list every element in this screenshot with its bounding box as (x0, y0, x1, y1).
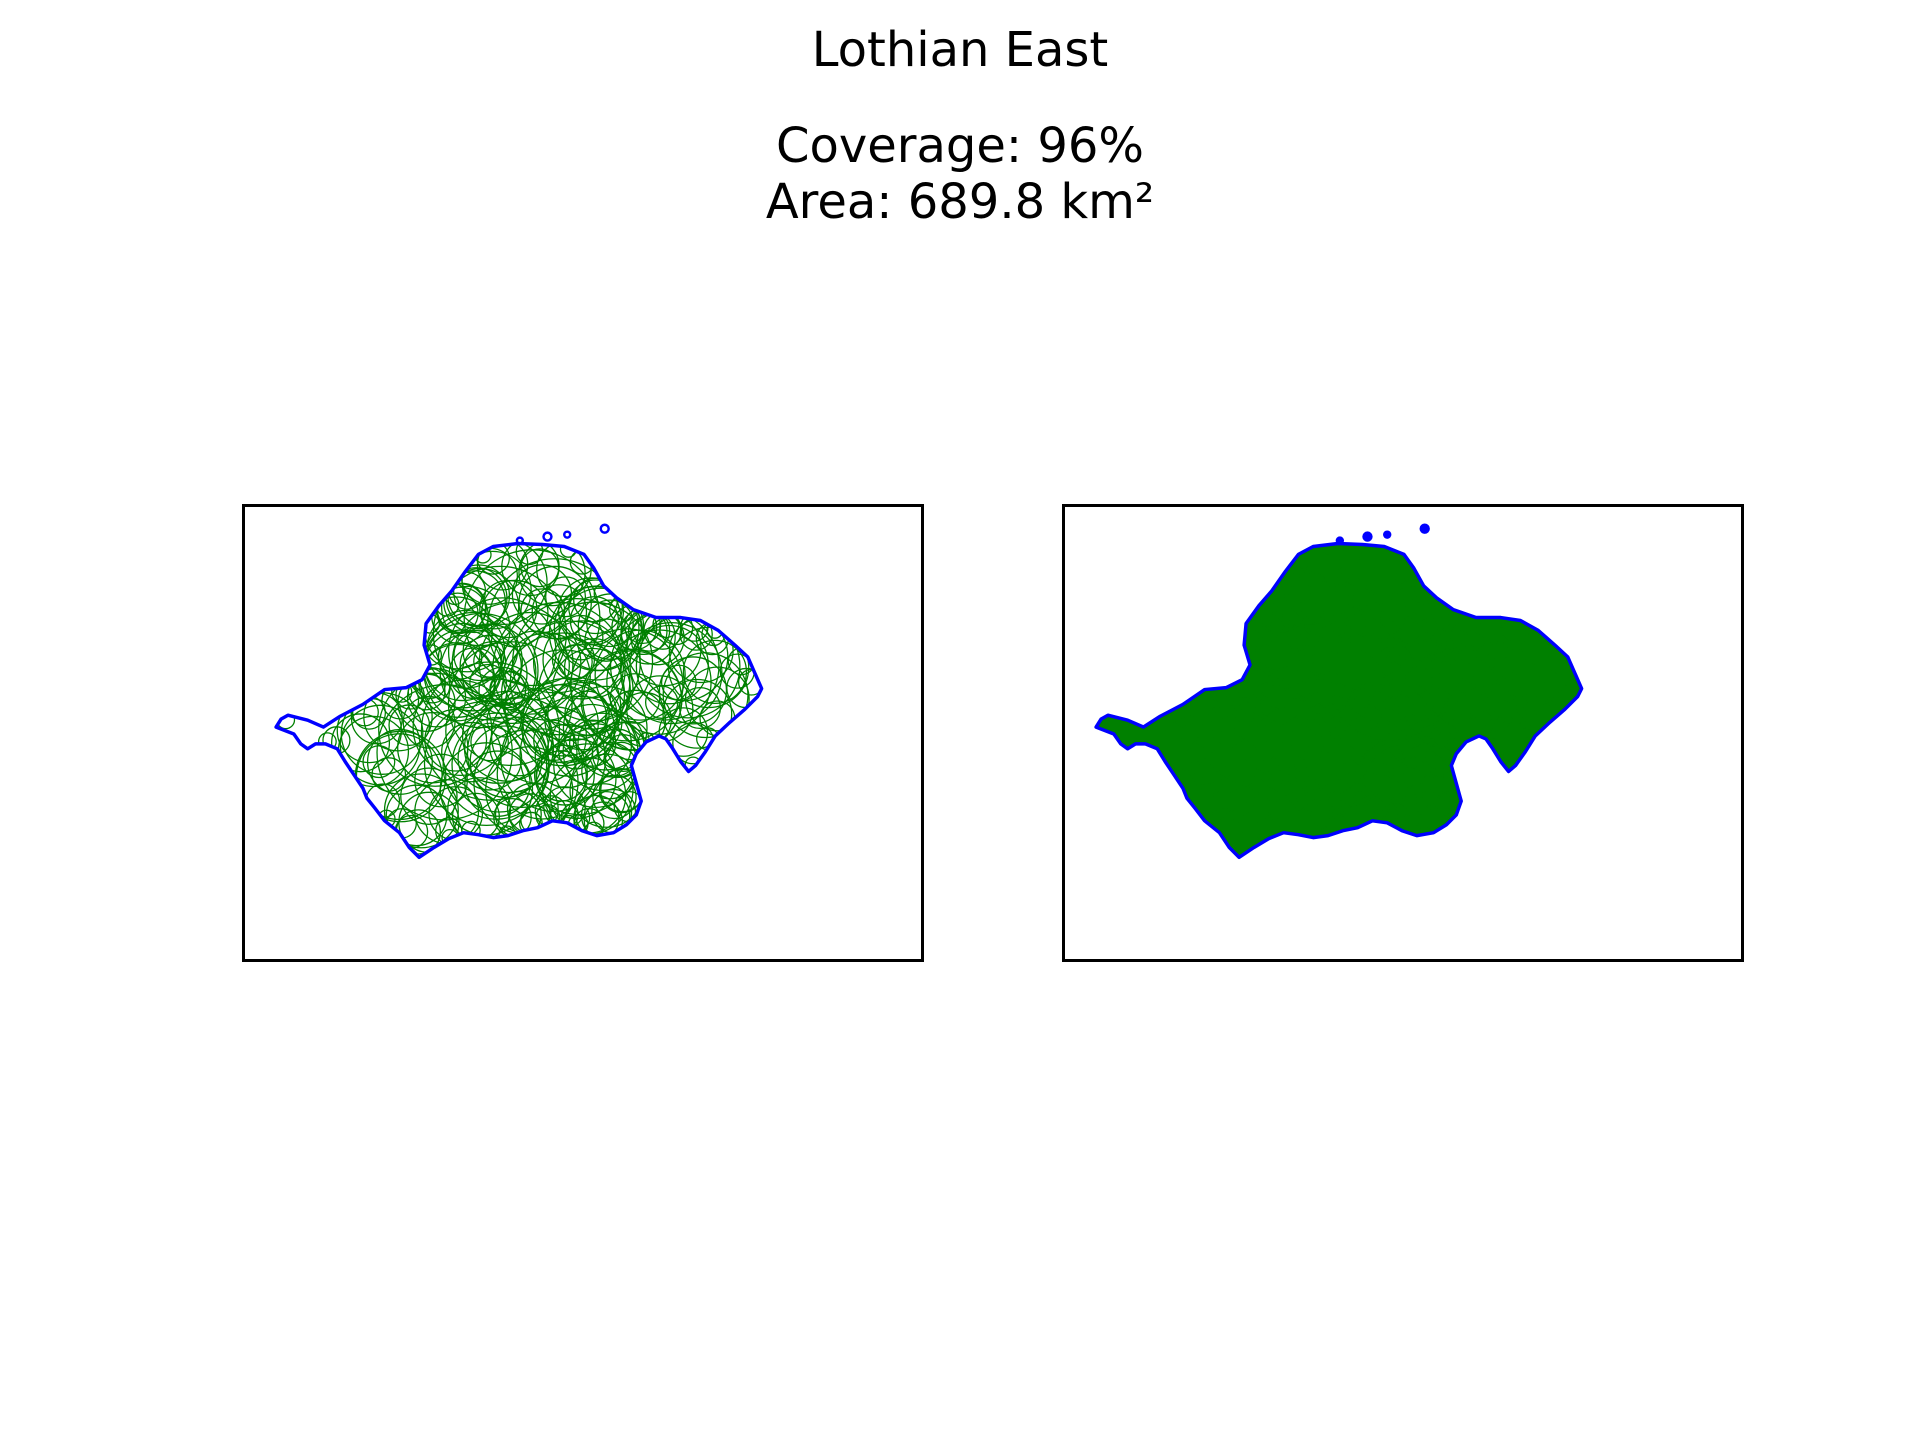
coverage-circle (480, 579, 549, 648)
island-outline (1383, 530, 1392, 539)
coverage-circle (518, 565, 592, 640)
coverage-circle (542, 620, 622, 700)
coverage-circle (439, 742, 534, 836)
island-outline (1335, 536, 1345, 545)
coverage-circle (1278, 726, 1342, 790)
coverage-circle (489, 716, 549, 777)
coverage-circle (662, 652, 749, 739)
region-boundary (274, 541, 764, 860)
coverage-fill-group (1096, 543, 1582, 858)
coverage-circle (448, 647, 501, 700)
island-outline (563, 530, 572, 539)
coverage-circle (383, 773, 459, 849)
coverage-circle (466, 697, 578, 809)
coverage-label: Coverage: 96% (775, 118, 1145, 174)
coverage-circle (436, 592, 479, 635)
outline-map-panel (242, 504, 924, 962)
coverage-circle (511, 564, 573, 625)
coverage-circle (402, 695, 456, 749)
island-outline (515, 536, 525, 545)
coverage-circle (406, 668, 467, 728)
coverage-circle (509, 620, 631, 742)
filled-map-svg (1094, 523, 1584, 860)
coverage-circle (479, 579, 538, 639)
coverage-circle (490, 687, 588, 784)
coverage-circle (660, 664, 697, 701)
island-outline (542, 531, 553, 542)
coverage-circles-group (276, 543, 762, 855)
coverage-circle (584, 618, 628, 662)
coverage-circle (463, 549, 601, 687)
outline-map-svg (274, 523, 764, 860)
coverage-circle (553, 585, 640, 672)
coverage-circle (376, 684, 513, 821)
coverage-circle (594, 629, 686, 721)
coverage-circle (520, 548, 560, 588)
island-outline (599, 523, 610, 534)
figure-title: Lothian East (811, 22, 1109, 78)
region-boundary (1094, 541, 1584, 860)
coverage-circle (562, 685, 648, 771)
coverage-circle (545, 576, 587, 618)
coverage-circle (1340, 548, 1379, 587)
coverage-circle (684, 666, 750, 732)
figure-subtitle: Coverage: 96% Area: 689.8 km² (0, 118, 1920, 230)
coverage-circle (1284, 549, 1420, 686)
area-label: Area: 689.8 km² (765, 174, 1155, 230)
coverage-circle (451, 602, 574, 725)
coverage-circle (400, 767, 458, 825)
coverage-circle (385, 784, 448, 847)
coverage-circle (518, 543, 586, 607)
filled-map-panel (1062, 504, 1744, 962)
coverage-circle (1157, 698, 1222, 763)
coverage-circle (592, 774, 637, 820)
coverage-circle (609, 673, 661, 724)
coverage-circle (535, 738, 617, 820)
coverage-circle (538, 643, 631, 737)
coverage-circle (445, 678, 551, 784)
island-outline (1362, 531, 1373, 542)
coverage-circle (470, 722, 509, 762)
coverage-circle (331, 713, 391, 773)
coverage-circle (1505, 667, 1570, 731)
island-outline (1419, 523, 1430, 534)
coverage-circle (551, 703, 633, 785)
coverage-circle (457, 725, 523, 791)
coverage-circle (557, 577, 625, 644)
coverage-circle (1355, 795, 1387, 827)
coverage-circle (682, 639, 748, 705)
coverage-circle (478, 611, 582, 715)
coverage-circle (1281, 821, 1301, 840)
coverage-circle (532, 601, 654, 722)
coverage-circle (678, 687, 722, 730)
coverage-circle (388, 704, 431, 747)
